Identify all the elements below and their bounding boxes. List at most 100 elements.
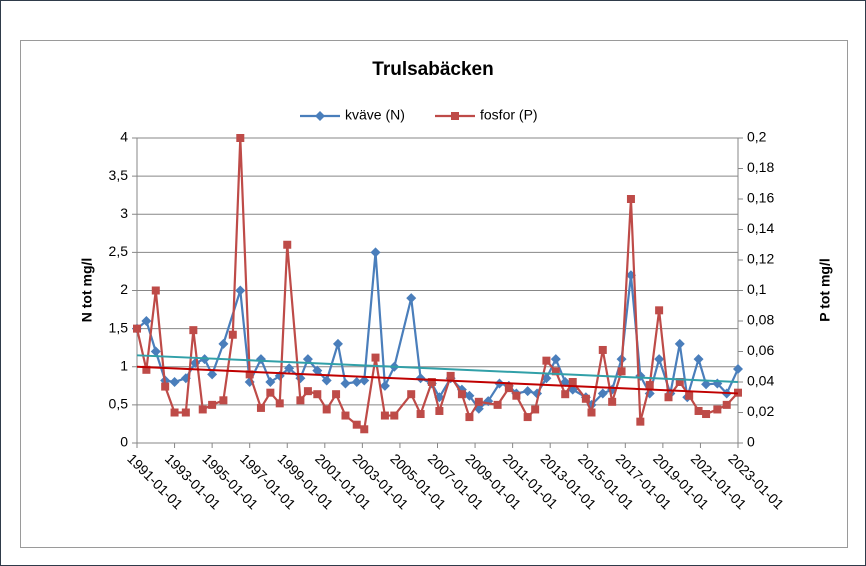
- trendline: [136, 365, 739, 395]
- data-point: [170, 408, 179, 417]
- data-point: [151, 286, 160, 295]
- data-point: [427, 378, 436, 386]
- y2-tick-label: 0,12: [747, 251, 774, 267]
- data-point: [446, 371, 455, 380]
- y-tick-label: 1: [120, 357, 128, 373]
- legend-label: fosfor (P): [480, 107, 538, 123]
- data-point: [245, 370, 254, 379]
- data-point: [296, 396, 305, 405]
- data-point: [465, 413, 474, 422]
- data-point: [207, 369, 218, 380]
- data-point: [236, 134, 245, 142]
- data-point: [371, 353, 380, 362]
- data-point: [568, 378, 577, 386]
- data-point: [181, 408, 190, 417]
- data-point: [283, 240, 292, 249]
- y-tick-label: 4: [120, 129, 128, 145]
- data-point: [360, 425, 369, 434]
- data-point: [675, 378, 684, 386]
- data-point: [313, 390, 322, 399]
- data-point: [550, 354, 561, 365]
- y2-tick-label: 0,2: [747, 129, 767, 145]
- y2-tick-label: 0,08: [747, 312, 774, 328]
- data-point: [235, 285, 246, 296]
- y-tick-label: 2,5: [109, 243, 129, 259]
- y2-tick-label: 0,1: [747, 281, 767, 297]
- data-point: [542, 356, 551, 365]
- legend-marker: [315, 111, 325, 121]
- legend-marker: [451, 112, 459, 120]
- data-point: [198, 405, 207, 414]
- data-point: [608, 397, 617, 406]
- data-point: [359, 375, 370, 386]
- y2-tick-label: 0,04: [747, 373, 774, 389]
- data-point: [702, 410, 711, 419]
- y-tick-label: 3,5: [109, 167, 129, 183]
- data-point: [390, 411, 399, 420]
- data-point: [340, 378, 351, 389]
- data-point: [523, 413, 532, 422]
- data-point: [693, 354, 704, 365]
- data-point: [265, 377, 276, 387]
- data-point: [694, 406, 703, 415]
- data-point: [636, 417, 645, 426]
- data-point: [655, 306, 664, 315]
- data-point: [457, 390, 466, 399]
- data-point: [664, 393, 673, 402]
- y2-tick-label: 0,18: [747, 159, 774, 175]
- data-point: [256, 403, 265, 412]
- data-point: [219, 396, 228, 405]
- data-point: [522, 386, 533, 397]
- data-point: [142, 365, 151, 374]
- data-point: [370, 247, 381, 258]
- chart-title: Trulsabäcken: [372, 59, 493, 80]
- data-point: [303, 387, 312, 396]
- y2-tick-label: 0: [747, 434, 755, 450]
- data-point: [587, 408, 596, 417]
- data-point: [560, 377, 571, 387]
- data-point: [474, 397, 483, 406]
- y-tick-label: 1,5: [109, 319, 129, 335]
- data-point: [674, 338, 685, 349]
- data-point: [266, 388, 275, 397]
- data-point: [275, 399, 284, 408]
- data-point: [722, 400, 731, 409]
- data-point: [379, 380, 390, 391]
- data-point: [416, 410, 425, 419]
- data-point: [341, 411, 350, 420]
- data-point: [380, 411, 389, 420]
- y-tick-label: 2: [120, 281, 128, 297]
- data-point: [531, 405, 540, 414]
- data-point: [685, 391, 694, 400]
- data-point: [284, 363, 295, 374]
- data-point: [406, 293, 417, 304]
- data-point: [189, 326, 198, 335]
- series-line: [135, 137, 739, 432]
- data-point: [332, 390, 341, 399]
- y2-axis-title: P tot mg/l: [817, 258, 833, 322]
- y2-tick-label: 0,14: [747, 220, 774, 236]
- data-point: [713, 405, 722, 414]
- data-point: [312, 365, 323, 376]
- trendline: [136, 354, 739, 383]
- data-point: [654, 354, 665, 365]
- data-point: [208, 400, 217, 409]
- data-point: [597, 388, 608, 399]
- data-point: [302, 354, 313, 365]
- data-point: [581, 394, 590, 403]
- data-point: [504, 384, 513, 393]
- y-tick-label: 3: [120, 205, 128, 221]
- data-point: [435, 406, 444, 415]
- y-axis-title: N tot mg/l: [79, 258, 95, 323]
- legend-label: kväve (N): [345, 107, 405, 123]
- y-tick-label: 0,5: [109, 396, 129, 412]
- data-point: [169, 377, 180, 387]
- data-point: [598, 345, 607, 354]
- y2-tick-label: 0,02: [747, 403, 774, 419]
- data-point: [141, 316, 152, 326]
- data-point: [228, 330, 237, 339]
- data-point: [218, 338, 229, 349]
- data-point: [332, 338, 343, 349]
- data-point: [645, 381, 654, 390]
